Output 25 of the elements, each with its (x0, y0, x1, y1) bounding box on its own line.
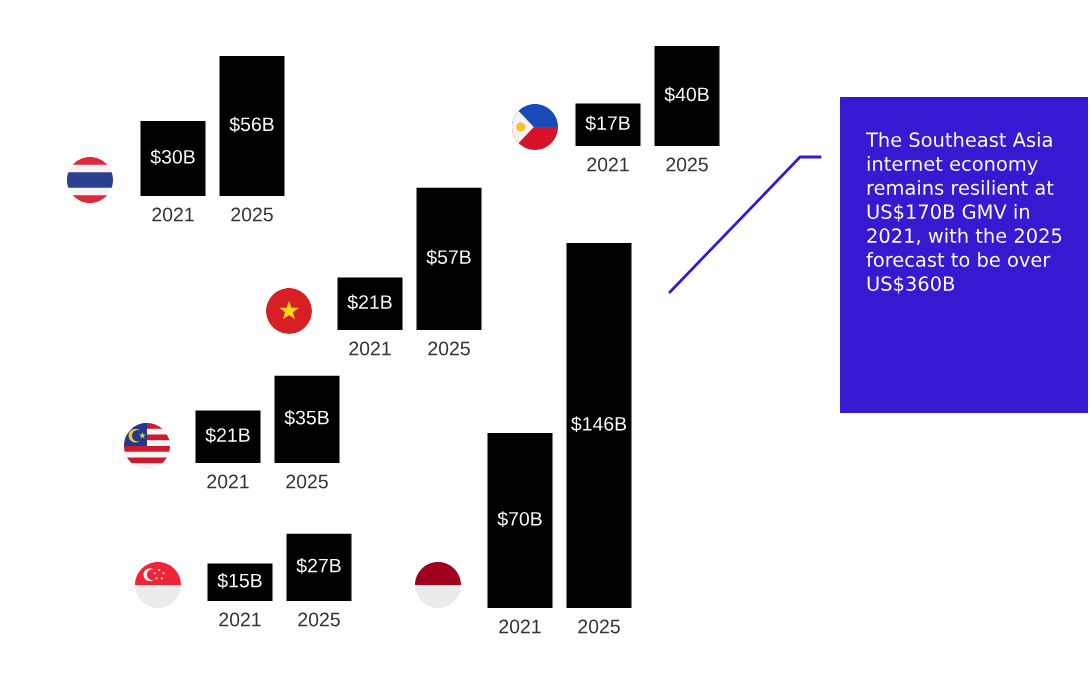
data-label: $30B (150, 149, 195, 165)
data-label: $35B (284, 409, 329, 426)
x-tick-label: 2021 (499, 619, 541, 634)
x-tick-label: 2025 (231, 207, 273, 222)
x-tick-label: 2025 (286, 474, 328, 489)
x-tick-label: 2021 (587, 157, 629, 172)
data-label: $27B (296, 557, 341, 574)
data-label: $40B (664, 86, 709, 103)
x-tick-label: 2025 (666, 157, 708, 172)
data-label: $17B (585, 115, 630, 132)
data-label: $15B (217, 572, 262, 589)
text: The Southeast Asia internet economy remains resilient at US$170B GMV in 2021, with the 2025 forecast to be over US$360B (865, 132, 1062, 294)
x-tick-label: 2025 (428, 341, 470, 356)
data-label: $21B (205, 427, 250, 444)
data-label: $146B (571, 416, 627, 432)
data-label: $70B (497, 511, 542, 527)
data-label: $21B (347, 294, 392, 311)
x-tick-label: 2021 (207, 474, 249, 489)
data-label: $57B (426, 249, 471, 266)
x-tick-label: 2021 (349, 341, 391, 356)
x-tick-label: 2025 (298, 612, 340, 627)
x-tick-label: 2021 (219, 612, 261, 627)
x-tick-label: 2025 (578, 619, 620, 634)
data-label: $56B (229, 116, 274, 133)
x-tick-label: 2021 (152, 207, 194, 222)
